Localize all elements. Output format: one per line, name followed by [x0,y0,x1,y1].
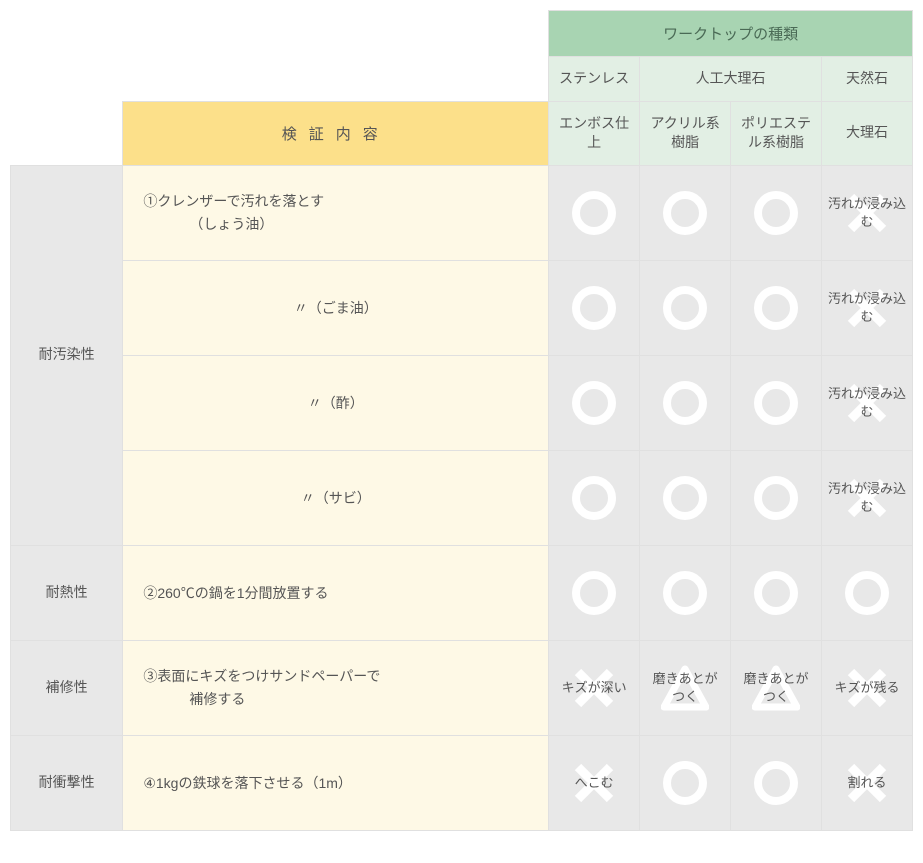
result-label: キズが残る [834,680,899,695]
result-cell: 汚れが浸み込む [822,260,913,355]
test-soy: ①クレンザーで汚れを落とす（しょう油） [123,165,549,260]
result-cell [549,450,640,545]
result-cell: 磨きあとがつく [640,640,731,735]
result-cell: 割れる [822,735,913,830]
blank-cell [11,101,123,165]
circle-icon [752,474,800,522]
test-repair: ③表面にキズをつけサンドペーパーで補修する [123,640,549,735]
test-rust: 〃（サビ） [123,450,549,545]
circle-icon [752,569,800,617]
circle-icon [661,759,709,807]
circle-icon [570,569,618,617]
result-cell [640,735,731,830]
circle-icon [570,379,618,427]
result-label: キズが深い [562,680,627,695]
circle-icon [661,284,709,332]
category-repair: 補修性 [11,640,123,735]
circle-icon [570,474,618,522]
result-cell [640,165,731,260]
result-cell: キズが深い [549,640,640,735]
result-cell [731,735,822,830]
result-cell [549,165,640,260]
header-stainless: ステンレス [549,57,640,102]
result-cell [549,545,640,640]
result-cell [640,450,731,545]
category-impact: 耐衝撃性 [11,735,123,830]
circle-icon [661,474,709,522]
result-cell: 汚れが浸み込む [822,355,913,450]
circle-icon [752,189,800,237]
header-test-content: 検証内容 [123,101,549,165]
result-cell: 磨きあとがつく [731,640,822,735]
circle-icon [752,284,800,332]
circle-icon [661,569,709,617]
test-impact: ④1kgの鉄球を落下させる（1m） [123,735,549,830]
category-heat: 耐熱性 [11,545,123,640]
circle-icon [752,759,800,807]
blank-cell [11,57,549,102]
comparison-table: ワークトップの種類 ステンレス 人工大理石 天然石 検証内容 エンボス仕上 アク… [10,10,913,831]
header-top: ワークトップの種類 [549,11,913,57]
category-stain: 耐汚染性 [11,165,123,545]
circle-icon [752,379,800,427]
subheader-acrylic: アクリル系樹脂 [640,101,731,165]
result-label: 割れる [847,775,886,790]
result-cell [640,355,731,450]
subheader-marble: 大理石 [822,101,913,165]
result-cell [731,355,822,450]
subheader-polyester: ポリエステル系樹脂 [731,101,822,165]
result-cell: 汚れが浸み込む [822,165,913,260]
circle-icon [570,284,618,332]
result-label: へこむ [575,775,614,790]
result-cell [731,165,822,260]
result-cell [731,260,822,355]
result-cell [731,545,822,640]
result-cell [640,260,731,355]
result-cell [822,545,913,640]
header-artificial-marble: 人工大理石 [640,57,822,102]
result-cell [549,260,640,355]
header-natural-stone: 天然石 [822,57,913,102]
test-sesame-oil: 〃（ごま油） [123,260,549,355]
circle-icon [661,379,709,427]
result-cell [549,355,640,450]
result-cell [640,545,731,640]
circle-icon [661,189,709,237]
result-cell [731,450,822,545]
result-cell: 汚れが浸み込む [822,450,913,545]
circle-icon [570,189,618,237]
circle-icon [843,569,891,617]
subheader-emboss: エンボス仕上 [549,101,640,165]
test-heat: ②260℃の鍋を1分間放置する [123,545,549,640]
test-vinegar: 〃（酢） [123,355,549,450]
blank-cell [11,11,549,57]
result-cell: へこむ [549,735,640,830]
result-cell: キズが残る [822,640,913,735]
